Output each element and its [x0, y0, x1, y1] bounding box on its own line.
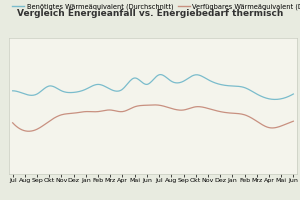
- Legend: Benötigtes Wärmeäquivalent (Durchschnitt), Verfügbares Wärmeäquivalent (Durchsch: Benötigtes Wärmeäquivalent (Durchschnitt…: [12, 3, 300, 10]
- Text: Vergleich Energieanfall vs. Energiebedarf thermisch: Vergleich Energieanfall vs. Energiebedar…: [17, 9, 283, 18]
